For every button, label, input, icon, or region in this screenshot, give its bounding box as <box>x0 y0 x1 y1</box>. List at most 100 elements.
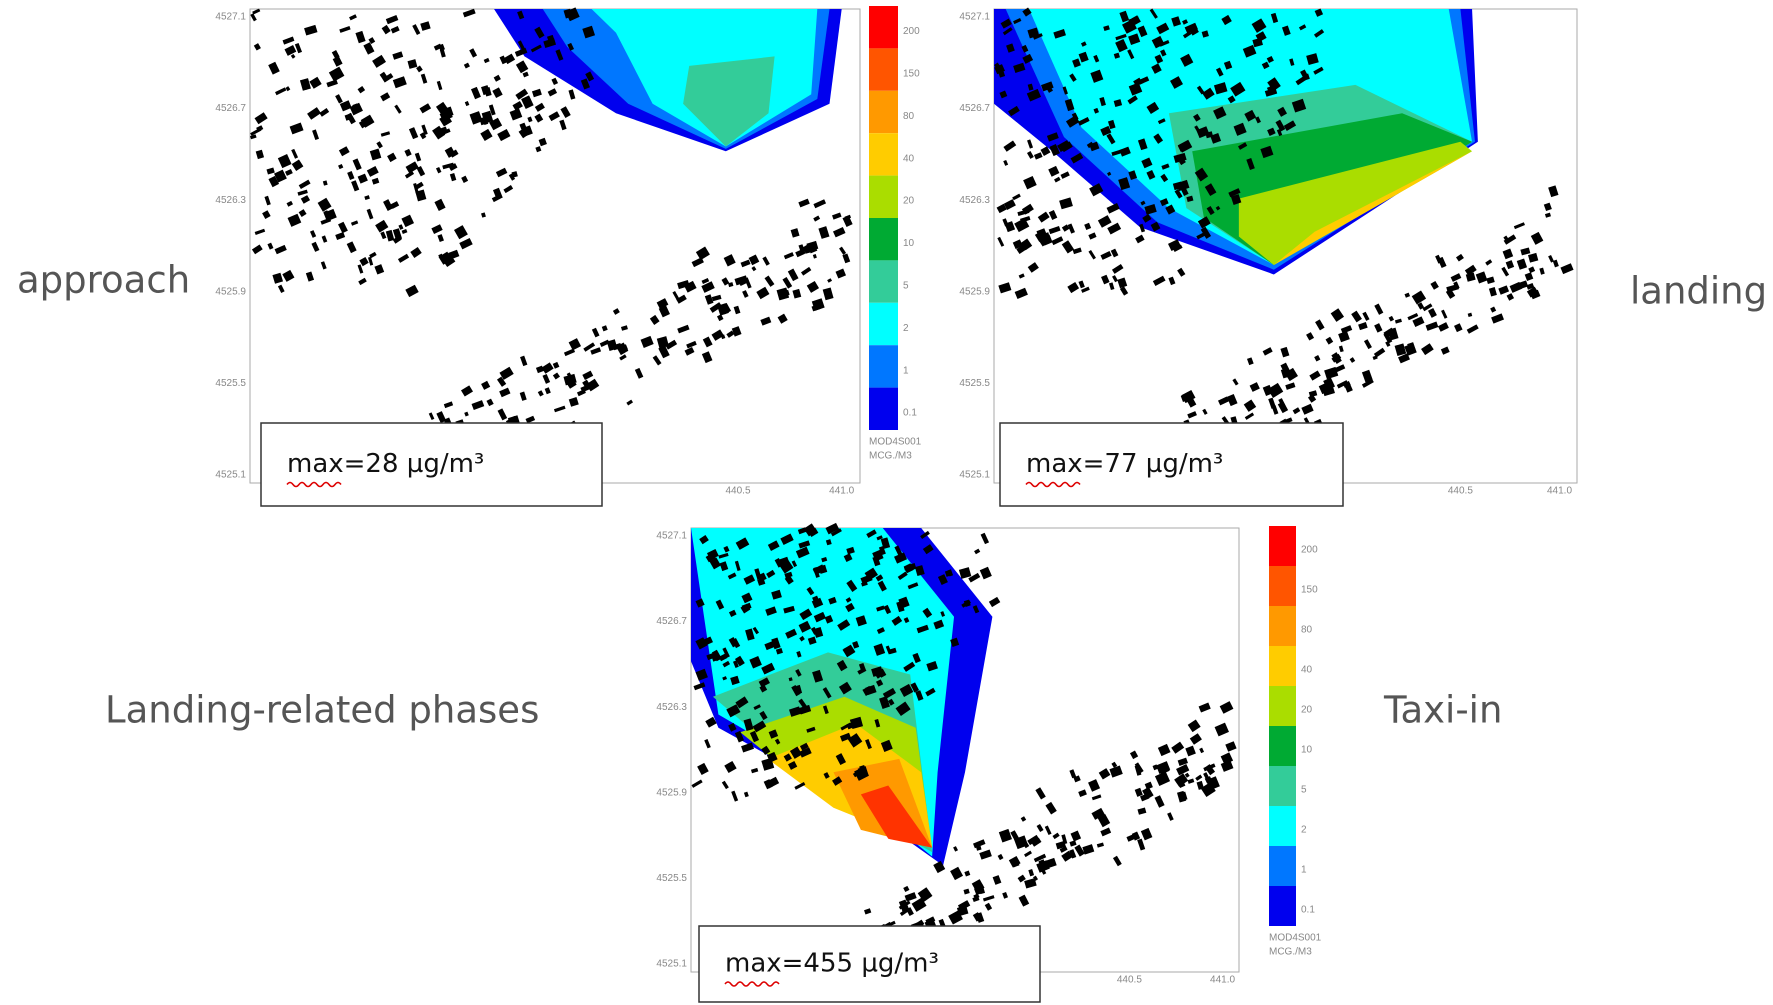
building <box>806 726 816 733</box>
building <box>748 254 760 266</box>
building <box>437 234 444 243</box>
building <box>1160 49 1167 57</box>
building <box>822 287 834 301</box>
building <box>1262 347 1273 356</box>
building <box>1361 369 1373 383</box>
building <box>752 720 767 733</box>
building <box>922 544 934 555</box>
building <box>800 266 812 276</box>
building <box>1309 370 1321 381</box>
building <box>978 884 986 895</box>
building <box>495 167 508 178</box>
building <box>753 704 761 711</box>
building <box>493 74 501 82</box>
building <box>1505 260 1515 270</box>
building <box>1255 31 1267 42</box>
building <box>876 605 885 612</box>
building <box>1152 275 1166 286</box>
building <box>254 228 266 235</box>
building <box>1280 368 1289 379</box>
building <box>1246 357 1254 366</box>
building <box>449 173 457 182</box>
building <box>1118 177 1131 191</box>
colorbar-label: 200 <box>903 26 920 37</box>
building <box>825 539 832 546</box>
building <box>1187 399 1192 404</box>
building <box>408 127 419 140</box>
building <box>431 224 443 235</box>
building <box>963 599 971 607</box>
building <box>1501 266 1510 277</box>
building <box>1244 109 1257 122</box>
building <box>1221 14 1232 26</box>
building <box>847 733 863 748</box>
building <box>366 208 374 220</box>
building <box>722 660 731 668</box>
building <box>1430 280 1439 290</box>
building <box>492 87 503 99</box>
building <box>1246 158 1255 170</box>
building <box>821 556 828 563</box>
colorbar-segment <box>1269 726 1296 766</box>
colorbar-segment <box>1269 526 1296 566</box>
building <box>1110 248 1119 258</box>
max-box <box>698 925 1041 1003</box>
building <box>915 690 924 701</box>
building <box>1441 309 1448 319</box>
building <box>785 628 798 639</box>
building <box>520 355 528 367</box>
building <box>897 571 908 581</box>
y-tick-label: 4527.1 <box>959 12 990 23</box>
building <box>882 687 897 699</box>
building <box>864 567 878 581</box>
building <box>272 272 284 284</box>
colorbar-unit: MCG./M3 <box>869 451 912 462</box>
building <box>1041 81 1054 92</box>
building <box>1022 7 1032 17</box>
max-value: max=455 µg/m³ <box>725 949 939 979</box>
building <box>1314 8 1324 17</box>
building <box>1343 380 1353 393</box>
building <box>702 336 713 348</box>
plume <box>1273 151 1473 265</box>
building <box>825 522 840 535</box>
building <box>1338 345 1344 353</box>
building <box>1280 362 1291 374</box>
building <box>488 104 496 116</box>
building <box>1002 27 1013 36</box>
building <box>1112 855 1122 867</box>
building <box>1358 322 1368 331</box>
max-value: max=77 µg/m³ <box>1026 449 1223 479</box>
building <box>1151 63 1162 74</box>
colorbar-label: 80 <box>1301 625 1313 636</box>
building <box>940 611 946 617</box>
building <box>722 676 728 681</box>
building <box>727 572 737 580</box>
building <box>796 651 802 658</box>
building <box>1335 364 1346 373</box>
building <box>1078 280 1085 289</box>
building <box>982 895 995 902</box>
colorbar-segment <box>869 133 898 176</box>
building <box>461 175 469 183</box>
building <box>1059 197 1073 210</box>
building <box>691 257 704 268</box>
building <box>1491 313 1504 324</box>
building <box>813 215 821 222</box>
building <box>434 198 446 211</box>
building <box>392 76 407 89</box>
colorbar-unit: MCG./M3 <box>1269 947 1312 958</box>
building <box>1048 226 1061 235</box>
building <box>1089 183 1104 197</box>
building <box>933 619 945 630</box>
building <box>1121 19 1137 34</box>
building <box>439 48 446 58</box>
building <box>1044 825 1052 836</box>
building <box>911 897 927 912</box>
building <box>832 226 846 238</box>
building <box>798 698 807 709</box>
colorbar-label: 150 <box>1301 585 1318 596</box>
building <box>1180 53 1194 67</box>
building <box>1313 29 1325 38</box>
building <box>745 628 755 641</box>
